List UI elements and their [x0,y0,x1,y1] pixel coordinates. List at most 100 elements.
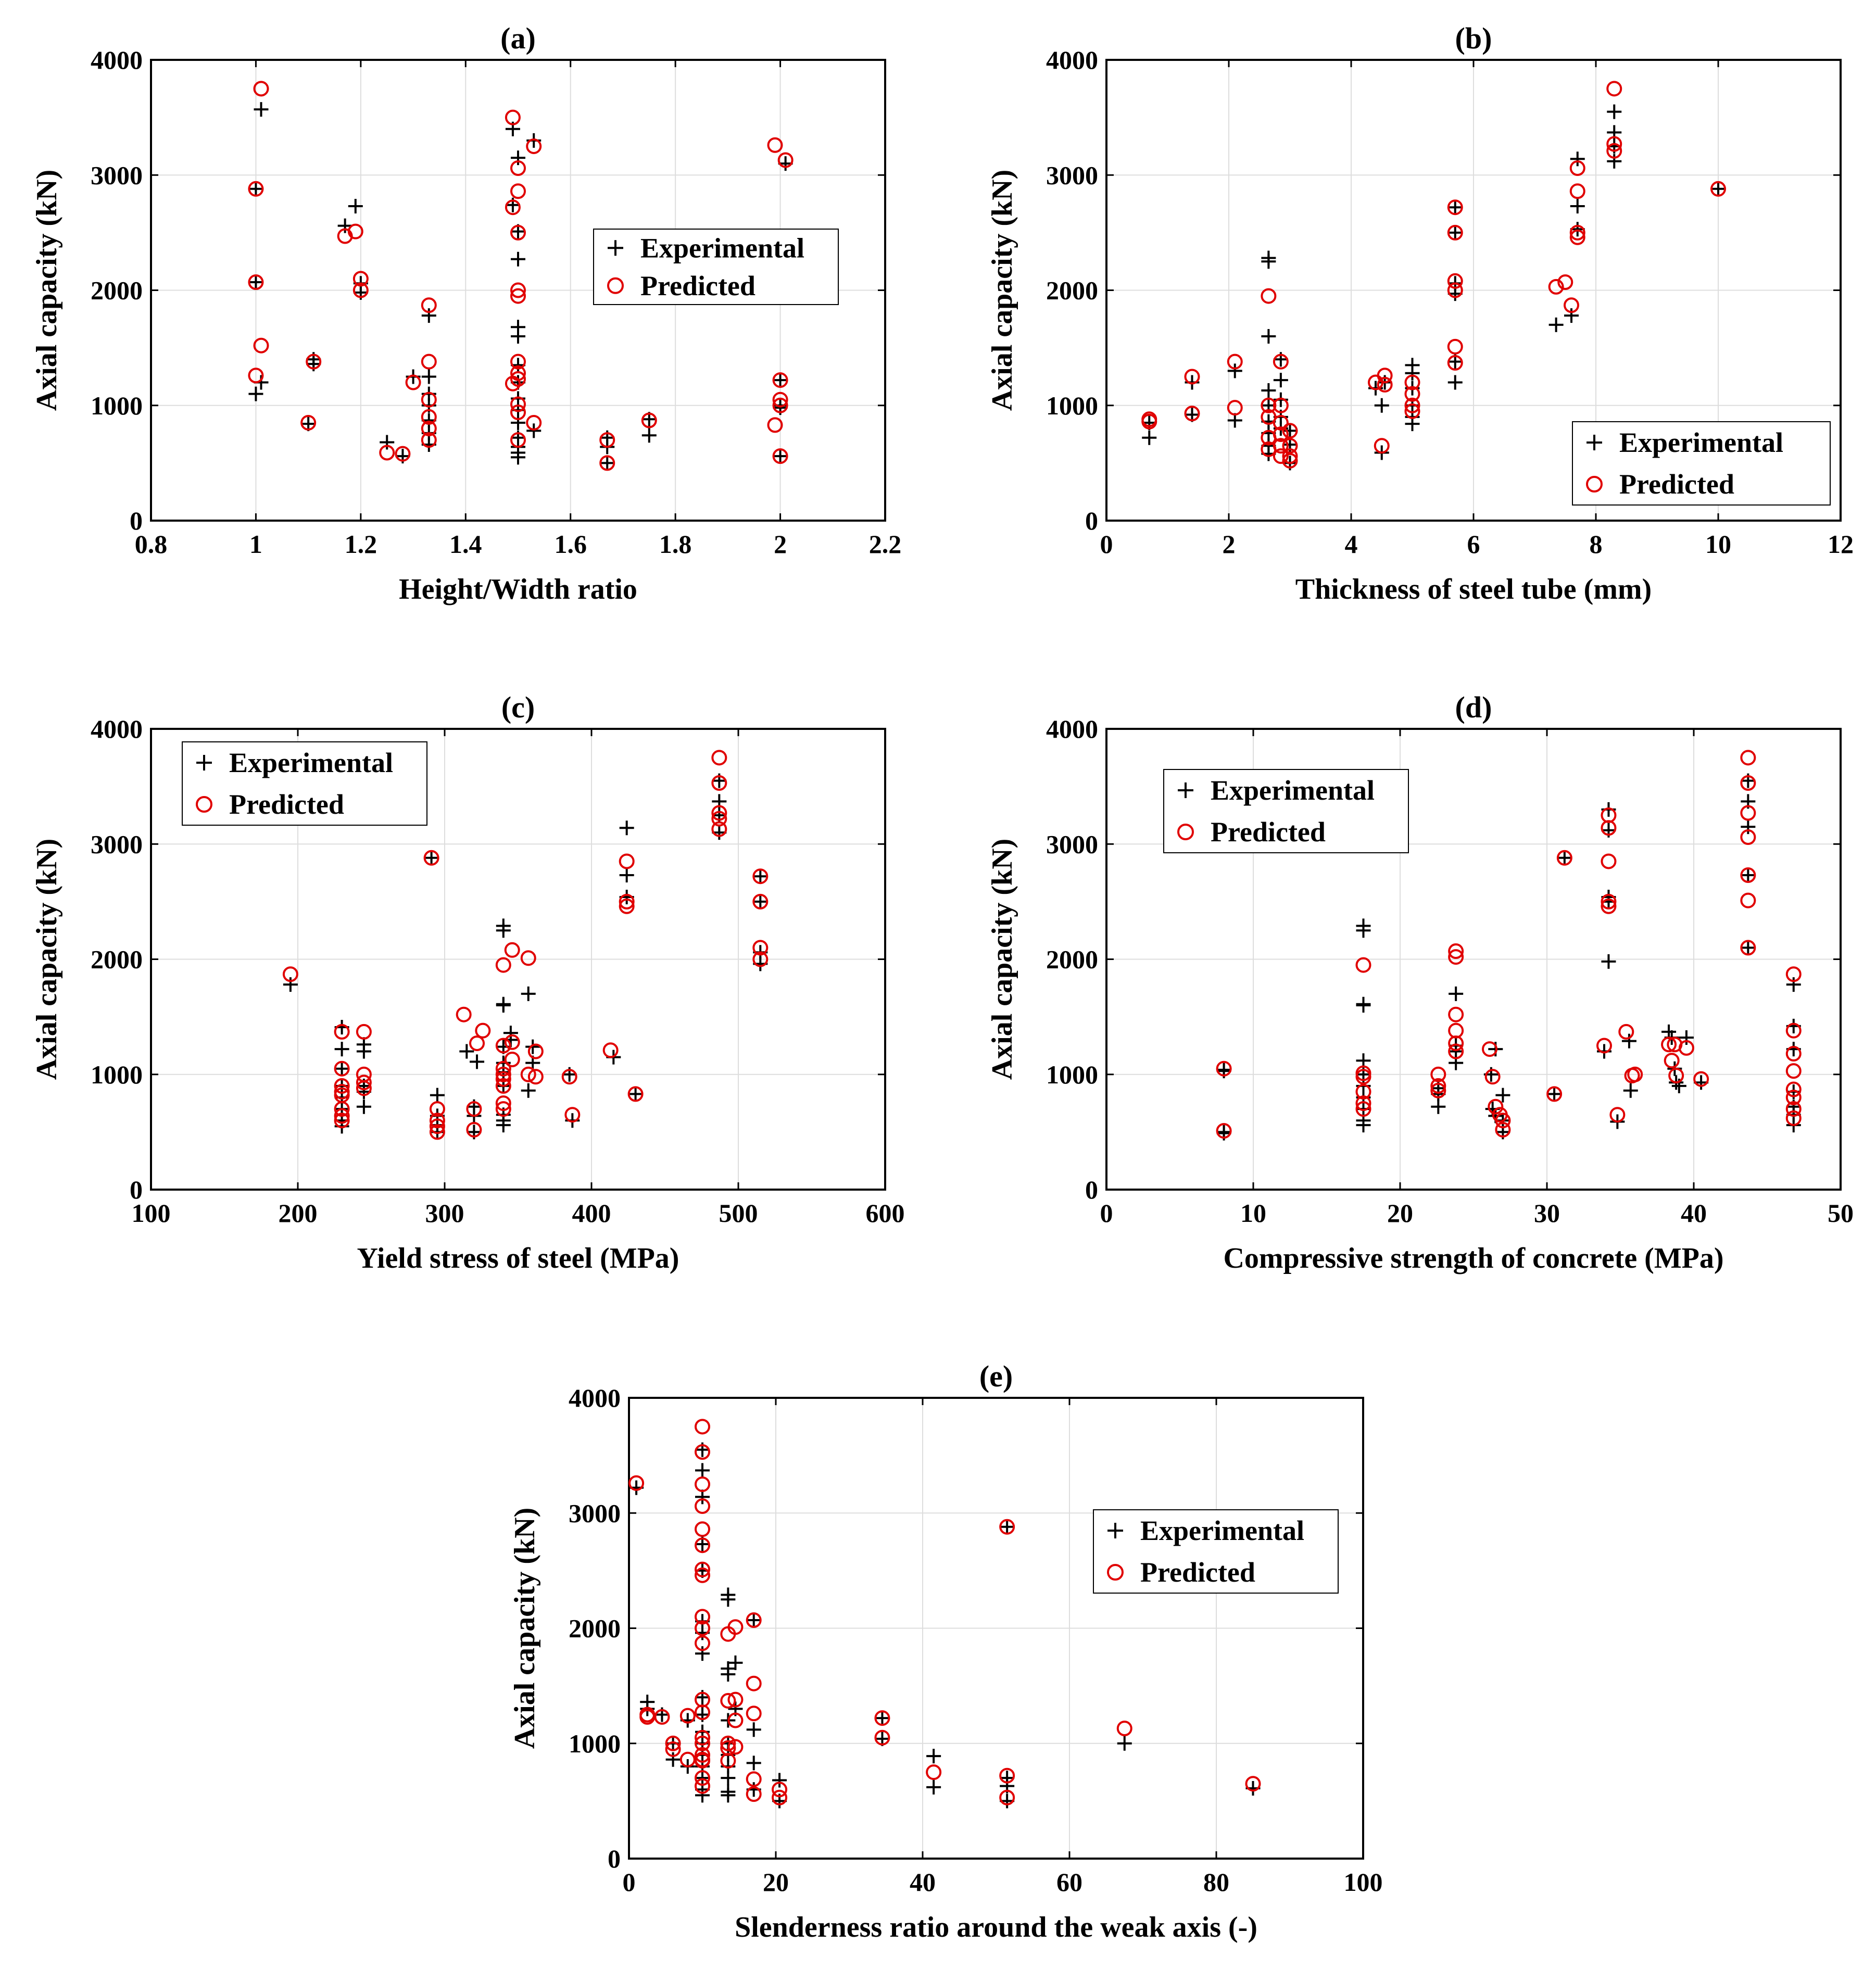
predicted-point [695,1444,710,1460]
legend-predicted-marker [1177,824,1194,840]
experimental-point [380,435,395,450]
predicted-point [746,1612,762,1628]
legend-predicted-marker [1107,1564,1124,1581]
predicted-point [874,1710,890,1726]
predicted-point [466,1101,482,1117]
experimental-point [753,894,768,909]
predicted-point [695,1635,710,1651]
predicted-point [711,811,727,827]
experimental-point [619,867,634,882]
experimental-point [619,820,634,836]
predicted-point [1273,426,1289,443]
predicted-point [772,392,788,408]
experimental-point [356,1044,371,1059]
predicted-point [561,1069,577,1085]
predicted-point [429,1124,445,1140]
legend: Experimental Predicted [593,229,839,305]
predicted-point [334,1108,350,1124]
predicted-point [727,1739,744,1755]
predicted-point [520,950,536,966]
y-tick-label: 2000 [1046,945,1098,974]
experimental-point [356,1099,371,1114]
predicted-point [1601,820,1617,836]
y-tick-label: 4000 [569,1383,621,1412]
predicted-point [1448,1035,1464,1052]
y-tick-label: 3000 [1046,829,1098,858]
predicted-point [248,181,264,197]
predicted-point [495,1071,511,1087]
predicted-point [527,1043,544,1059]
predicted-point [469,1035,485,1052]
experimental-point [746,1756,761,1771]
predicted-point [520,1066,536,1082]
predicted-point [679,1751,696,1767]
chart-title: (c) [501,690,535,724]
experimental-point [521,986,536,1001]
predicted-point [1430,1082,1446,1098]
x-tick-label: 20 [1387,1198,1413,1228]
experimental-point [511,450,525,465]
predicted-point [665,1741,681,1757]
x-tick-label: 40 [1681,1198,1707,1228]
chart-title: (e) [979,1359,1013,1393]
legend-predicted-marker [607,277,624,294]
predicted-point [599,432,615,448]
x-tick-label: 10 [1240,1198,1266,1228]
experimental-point [695,1788,710,1803]
x-tick-label: 60 [1056,1867,1082,1897]
experimental-point [1273,373,1288,388]
x-tick-label: 40 [910,1867,936,1897]
predicted-point [1564,297,1579,313]
predicted-point [665,1735,681,1751]
legend-box [1093,1509,1339,1594]
predicted-point [720,1752,736,1769]
predicted-point [466,1121,482,1138]
predicted-point [510,224,526,241]
experimental-point [511,150,525,166]
predicted-point [1448,1006,1464,1022]
predicted-point [248,368,264,384]
predicted-point [1569,224,1585,241]
predicted-point [1116,1720,1132,1736]
experimental-point [1607,154,1622,169]
y-axis-label: Axial capacity (kN) [31,170,63,411]
y-tick-label: 0 [130,1175,143,1204]
x-tick-label: 10 [1705,529,1731,559]
predicted-point [510,371,526,387]
predicted-point [1693,1071,1709,1087]
predicted-point [421,421,437,436]
chart-panel-b: 0 2 4 6 8 10 12 0 1000 2000 3000 4000 (b) Thickness o… [986,21,1854,605]
x-tick-label: 1.8 [659,529,692,559]
predicted-point [1601,898,1617,914]
experimental-point [1547,1087,1562,1102]
predicted-point [504,1051,520,1067]
predicted-point [564,1107,581,1123]
experimental-point [772,1773,787,1788]
predicted-point [1447,282,1463,298]
axes-frame [1105,728,1842,1191]
predicted-point [1710,181,1726,197]
y-tick-label: 2000 [91,276,143,305]
predicted-point [1740,867,1756,883]
predicted-point [1227,400,1243,416]
predicted-point [654,1709,670,1725]
predicted-point [746,1675,762,1691]
predicted-point [510,432,526,448]
predicted-point [1495,1121,1511,1138]
y-tick-label: 1000 [569,1729,621,1758]
predicted-point [1374,438,1390,454]
experimental-point [1356,923,1371,938]
experimental-point [1741,867,1756,882]
predicted-point [1447,355,1463,371]
predicted-point [695,1567,710,1583]
chart-title: (a) [500,21,536,55]
experimental-point [1356,1053,1371,1068]
predicted-point [1609,1107,1626,1123]
experimental-point [1405,416,1420,432]
y-tick-label: 4000 [91,714,143,743]
y-axis-label: Axial capacity (kN) [986,170,1018,411]
predicted-point [1664,1053,1680,1069]
predicted-point [1785,1022,1802,1039]
predicted-point [1606,81,1622,97]
experimental-point [926,1749,941,1764]
